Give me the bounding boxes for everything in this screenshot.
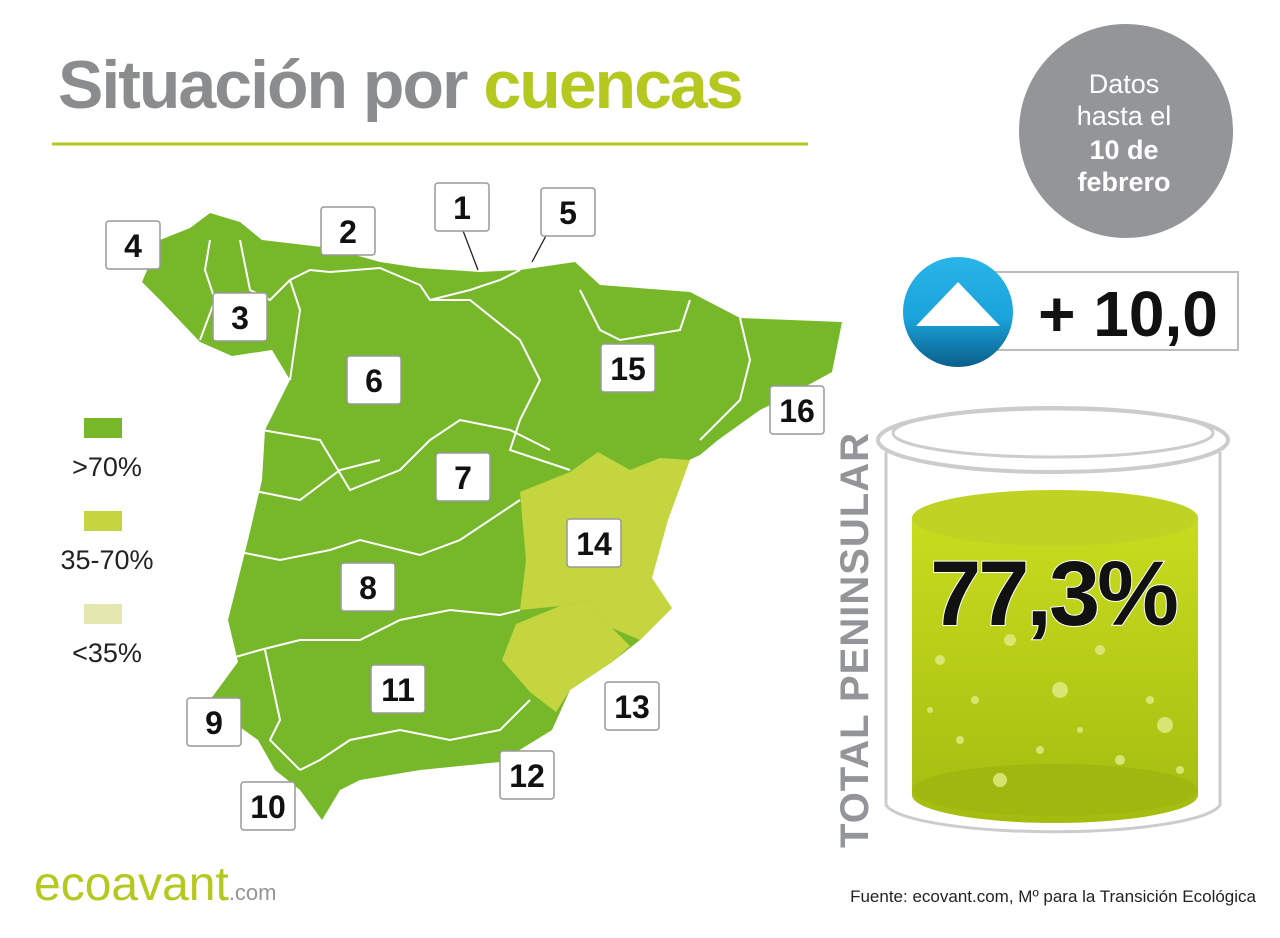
basin-label: 5 — [559, 195, 577, 231]
basin-box — [186, 697, 242, 747]
jar-liquid — [912, 518, 1198, 823]
date-line: Datos — [1089, 69, 1160, 99]
date-line: 10 de — [1089, 135, 1158, 165]
basin-label: 14 — [576, 526, 612, 562]
jar: TOTAL PENINSULAR 77,3% — [833, 406, 1230, 848]
brand-name: ecoavant — [34, 858, 229, 911]
basin-box — [212, 292, 268, 342]
source: Fuente: ecovant.com, Mº para la Transici… — [850, 887, 1256, 906]
brand-suffix: .com — [229, 880, 277, 905]
basin-box — [540, 187, 596, 237]
date-text: Datos hasta el 10 de febrero — [1077, 69, 1172, 197]
basin-label: 12 — [509, 758, 545, 794]
legend-swatch — [84, 511, 122, 531]
map-region — [502, 600, 630, 712]
total-label: TOTAL PENINSULAR — [833, 432, 877, 848]
legend-label: 35-70% — [60, 545, 153, 575]
basin-box — [499, 750, 555, 800]
legend: >70% 35-70% <35% — [60, 418, 154, 668]
change-box — [989, 271, 1239, 351]
title: Situación por cuencas — [58, 47, 742, 123]
title-green: cuencas — [483, 47, 741, 123]
basin-box — [434, 182, 490, 232]
basin-box — [600, 343, 656, 393]
basin-label: 3 — [231, 300, 249, 336]
liquid-bottom — [912, 764, 1198, 816]
basin-label: 1 — [453, 190, 471, 226]
legend-label: <35% — [72, 638, 142, 668]
basin-box — [320, 206, 376, 256]
basin-label: 16 — [779, 393, 815, 429]
title-gray: Situación por — [58, 47, 468, 123]
up-arrow — [916, 282, 1000, 326]
total-value: 77,3% — [930, 543, 1177, 645]
liquid-top — [912, 490, 1198, 546]
basin-label: 8 — [359, 570, 377, 606]
date-line: hasta el — [1077, 101, 1172, 131]
basin-label: 10 — [250, 789, 286, 825]
bubbles — [927, 634, 1184, 787]
basin-borders — [199, 239, 752, 771]
leader-lines — [461, 227, 549, 271]
basin-label: 2 — [339, 214, 357, 250]
basin-box — [105, 220, 161, 270]
change-value: + 10,0 — [1038, 278, 1218, 350]
basin-label: 6 — [365, 363, 383, 399]
basin-label: 7 — [454, 460, 472, 496]
basin-box — [435, 452, 491, 502]
basin-box — [346, 355, 402, 405]
jar-rim-inner — [891, 407, 1215, 459]
basin-label: 4 — [124, 228, 142, 264]
legend-swatch — [84, 418, 122, 438]
basin-box — [370, 664, 426, 714]
basin-label: 9 — [205, 705, 223, 741]
map-region — [142, 213, 842, 820]
brand: ecoavant.com — [34, 858, 277, 911]
date-line: febrero — [1077, 167, 1170, 197]
legend-label: >70% — [72, 452, 142, 482]
basin-label: 11 — [381, 672, 415, 708]
basin-label: 15 — [610, 351, 646, 387]
basin-box — [340, 562, 396, 612]
basin-box — [769, 385, 825, 435]
date-badge — [1019, 24, 1233, 238]
legend-swatch — [84, 604, 122, 624]
basin-box — [240, 781, 296, 831]
basin-box — [566, 518, 622, 568]
basin-label: 13 — [614, 689, 650, 725]
basin-box — [604, 681, 660, 731]
